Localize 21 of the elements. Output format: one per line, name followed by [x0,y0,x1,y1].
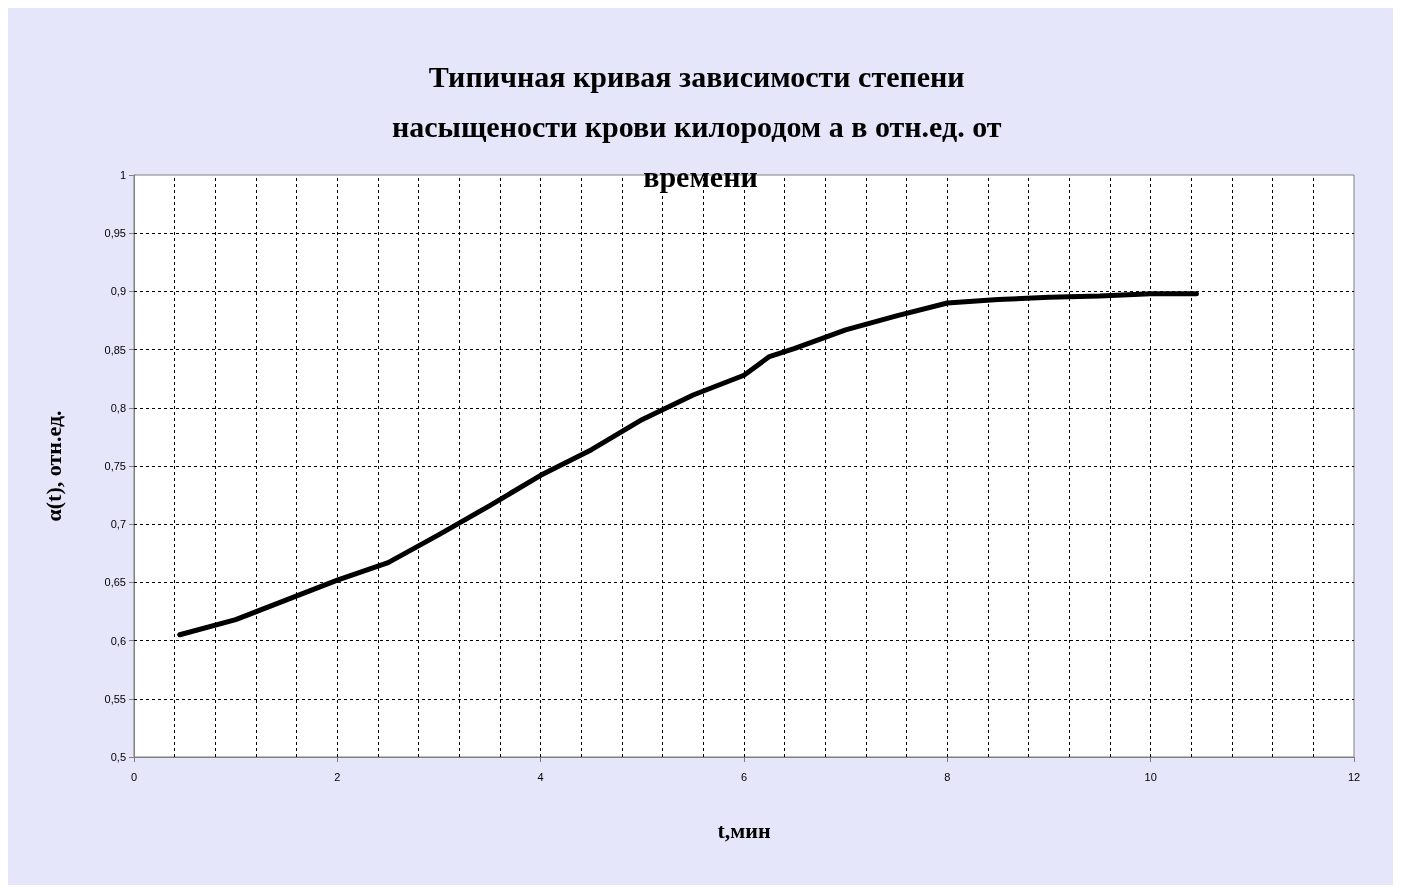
x-tick-label: 8 [944,770,951,783]
x-tick-label: 6 [740,770,748,783]
x-tick-label: 0 [130,770,138,783]
y-tick-label: 0,9 [110,285,126,298]
chart-title: Типичная кривая зависимости степени насыщености крови килородом а в отн.ед. от времени [391,59,1010,193]
y-tick-label: 0,65 [104,576,126,589]
x-tick-label: 12 [1347,770,1361,783]
y-tick-label: 0,85 [104,343,126,356]
y-tick-label: 1 [119,169,126,181]
y-tick-label: 0,55 [104,692,126,705]
x-tick-label: 2 [334,770,341,783]
y-tick-label: 0,8 [110,401,126,414]
y-axis-title: α(t), отн.ед. [40,410,66,522]
y-tick-label: 0,6 [110,634,126,647]
x-tick-label: 4 [537,770,544,783]
y-tick-label: 0,7 [110,518,126,531]
x-axis-title: t,мин [717,817,771,843]
x-tick-label: 10 [1144,770,1157,783]
y-tick-label: 0,75 [104,460,126,472]
y-tick-label: 0,5 [110,751,126,763]
y-tick-label: 0,95 [104,227,126,240]
